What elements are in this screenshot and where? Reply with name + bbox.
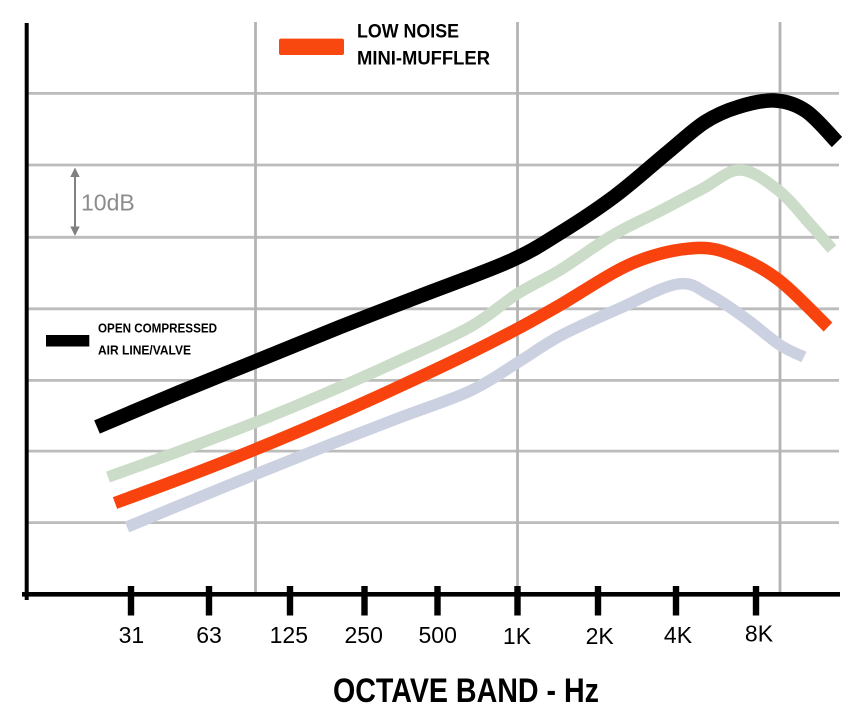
svg-text:125: 125: [270, 622, 308, 648]
svg-text:63: 63: [196, 622, 222, 648]
svg-text:OPEN COMPRESSED: OPEN COMPRESSED: [98, 321, 217, 336]
svg-text:MINI-MUFFLER: MINI-MUFFLER: [357, 48, 490, 69]
svg-text:2K: 2K: [586, 623, 615, 649]
svg-text:1K: 1K: [503, 623, 532, 649]
svg-text:31: 31: [119, 622, 145, 648]
svg-text:10dB: 10dB: [81, 190, 135, 216]
svg-text:AIR LINE/VALVE: AIR LINE/VALVE: [98, 343, 191, 358]
svg-text:LOW NOISE: LOW NOISE: [357, 21, 459, 42]
svg-text:4K: 4K: [664, 622, 693, 648]
svg-text:500: 500: [419, 622, 457, 648]
svg-text:OCTAVE BAND - Hz: OCTAVE BAND - Hz: [333, 672, 599, 710]
svg-text:8K: 8K: [745, 621, 774, 647]
svg-text:250: 250: [345, 622, 383, 648]
